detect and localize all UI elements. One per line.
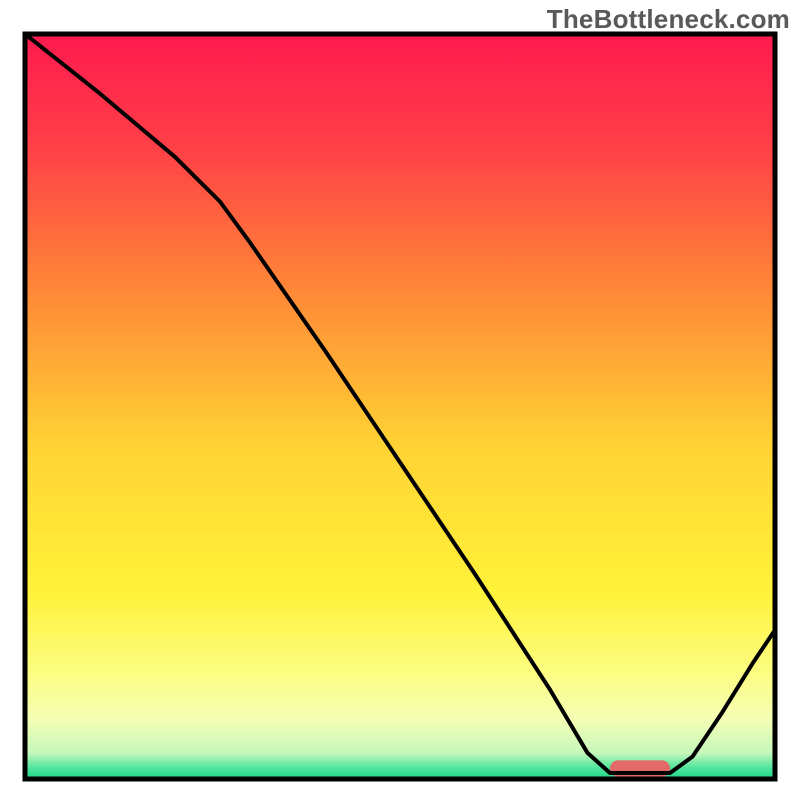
watermark-text: TheBottleneck.com	[547, 4, 790, 35]
bottleneck-curve-chart	[0, 0, 800, 800]
chart-container: TheBottleneck.com	[0, 0, 800, 800]
plot-background	[25, 34, 775, 779]
